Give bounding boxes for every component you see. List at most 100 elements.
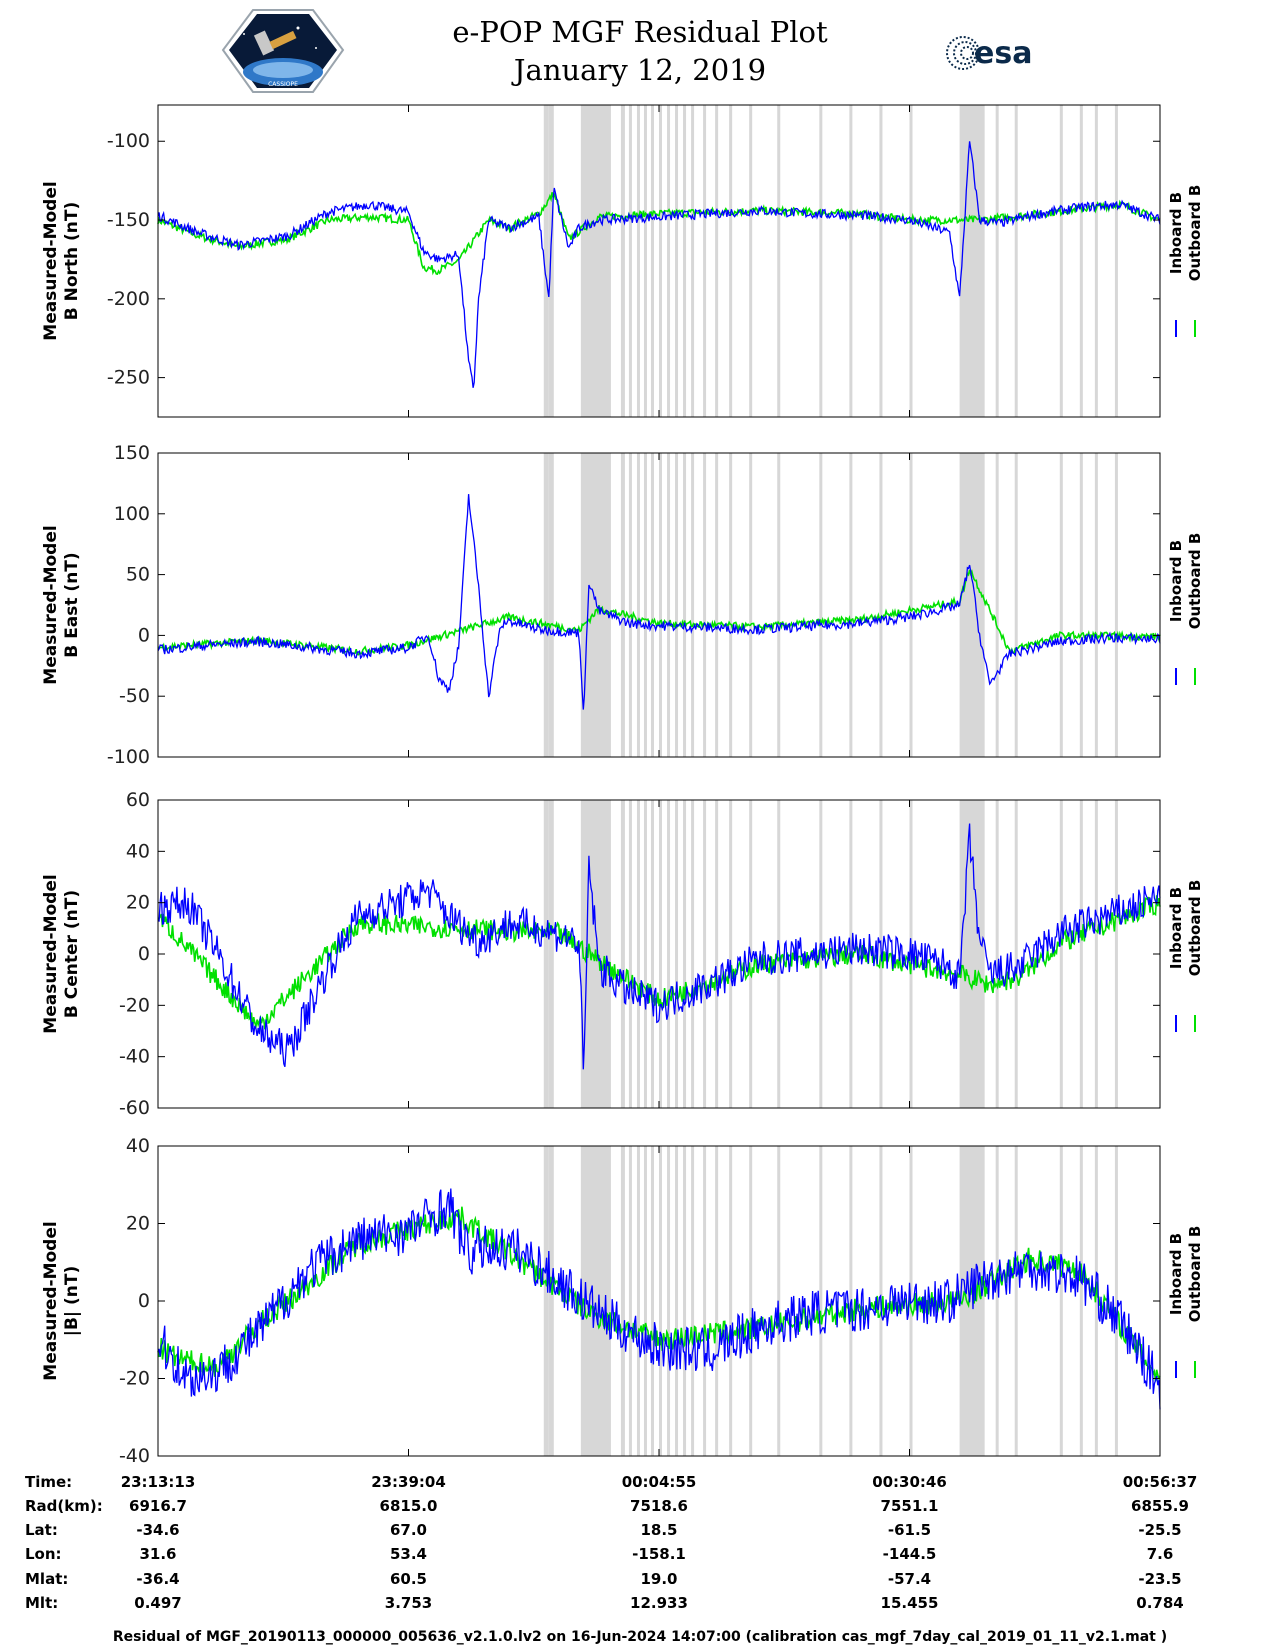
gap-band	[819, 453, 823, 757]
gap-band	[683, 453, 687, 757]
table-cell: -25.5	[1138, 1521, 1181, 1539]
gap-band	[729, 1146, 733, 1456]
esa-logo: esa	[946, 36, 1032, 71]
y-tick-label: 150	[114, 442, 150, 464]
gap-band	[749, 453, 753, 757]
legend-inboard-label: Inboard B	[1167, 192, 1185, 274]
footer-caption: Residual of MGF_20190113_000000_005636_v…	[113, 1629, 1167, 1645]
table-cell: 3.753	[385, 1594, 432, 1612]
table-cell: 6855.9	[1131, 1497, 1189, 1515]
gap-band	[650, 1146, 654, 1456]
gap-band	[659, 105, 663, 417]
table-cell: -144.5	[883, 1545, 937, 1563]
table-row-label: Lat:	[25, 1521, 58, 1539]
panel-2: 150 100 50 0 -50 -100 Measured-Model B East (nT…	[41, 442, 1204, 768]
y-tick-label: -20	[119, 1368, 150, 1390]
table-cell: 7551.1	[881, 1497, 939, 1515]
y-tick-label: -40	[119, 1046, 150, 1068]
gap-band	[995, 105, 999, 417]
panel-1: -100 -150 -200 -250 Measured-Model B North (n…	[41, 104, 1204, 418]
panel-3: 60 40 20 0 -20 -40 -60 Measured-Model B Center (…	[41, 789, 1204, 1119]
gap-band	[777, 105, 781, 417]
gap-band	[909, 105, 913, 417]
gap-band	[636, 1146, 640, 1456]
gap-band	[659, 453, 663, 757]
gap-band	[683, 800, 687, 1108]
gap-band	[675, 453, 679, 757]
y-tick-label: 50	[126, 564, 150, 586]
gap-band	[691, 105, 695, 417]
gap-band	[729, 105, 733, 417]
table-cell: 0.497	[134, 1594, 181, 1612]
table-cell: 12.933	[630, 1594, 688, 1612]
table-row-label: Time:	[25, 1473, 72, 1491]
y-axis-label: B East (nT)	[62, 552, 82, 657]
gap-band	[1059, 105, 1063, 417]
legend-outboard-label: Outboard B	[1186, 185, 1204, 282]
title-line-1: e-POP MGF Residual Plot	[452, 15, 828, 49]
x-tick-time-label: 23:39:04	[371, 1473, 446, 1491]
gap-band	[819, 1146, 823, 1456]
svg-text:CASSIOPE: CASSIOPE	[268, 81, 298, 88]
table-cell: 60.5	[390, 1570, 427, 1588]
gap-band	[667, 1146, 671, 1456]
gap-band	[620, 453, 625, 757]
gap-band	[703, 105, 707, 417]
series-inboard-line	[157, 1188, 1161, 1410]
gap-band	[715, 105, 719, 417]
gap-band	[675, 105, 679, 417]
gap-band	[691, 1146, 695, 1456]
y-tick-label: 0	[138, 624, 150, 646]
y-tick-label: -60	[119, 1097, 150, 1119]
table-cell: 18.5	[640, 1521, 677, 1539]
legend-outboard-label: Outboard B	[1186, 1226, 1204, 1323]
gap-band	[777, 453, 781, 757]
gap-band	[729, 453, 733, 757]
y-tick-label: -100	[107, 746, 150, 768]
gap-band	[628, 1146, 632, 1456]
gap-band	[683, 1146, 687, 1456]
series-outboard-line	[157, 1206, 1161, 1382]
table-row-label: Rad(km):	[25, 1497, 103, 1515]
x-tick-time-label: 00:30:46	[872, 1473, 947, 1491]
y-tick-label: -200	[107, 288, 150, 310]
table-cell: 67.0	[390, 1521, 427, 1539]
gap-band	[636, 800, 640, 1108]
gap-band	[703, 1146, 707, 1456]
gap-band	[1079, 800, 1083, 1108]
gap-band	[543, 105, 549, 417]
gap-band	[675, 1146, 679, 1456]
gap-band	[650, 105, 654, 417]
y-tick-label: -150	[107, 209, 150, 231]
y-axis-label: Measured-Model	[41, 525, 61, 684]
table-cell: 6916.7	[129, 1497, 187, 1515]
title-line-2: January 12, 2019	[511, 53, 766, 87]
table-cell: -61.5	[888, 1521, 931, 1539]
table-cell: 31.6	[139, 1545, 176, 1563]
gap-band	[819, 105, 823, 417]
gap-band	[729, 800, 733, 1108]
x-tick-time-label: 23:13:13	[121, 1473, 196, 1491]
gap-band	[849, 453, 853, 757]
table-row-label: Mlat:	[25, 1570, 68, 1588]
table-cell: 6815.0	[380, 1497, 438, 1515]
y-axis-label: B Center (nT)	[62, 890, 82, 1018]
gap-band	[1094, 105, 1098, 417]
gap-band	[667, 105, 671, 417]
table-cell: -57.4	[888, 1570, 931, 1588]
gap-band	[1114, 800, 1118, 1108]
panel-4: 40 20 0 -20 -40 Measured-Model |B| (nT) Inboard…	[41, 1135, 1204, 1467]
legend-outboard-label: Outboard B	[1186, 880, 1204, 977]
cassiope-logo: CASSIOPE	[221, 9, 345, 93]
x-tick-time-label: 00:56:37	[1123, 1473, 1198, 1491]
gap-band	[1094, 1146, 1098, 1456]
gap-band	[580, 453, 611, 757]
gap-band	[1094, 453, 1098, 757]
y-tick-label: 40	[126, 1135, 150, 1157]
gap-band	[849, 105, 853, 417]
gap-band	[691, 800, 695, 1108]
table-cell: 15.455	[881, 1594, 939, 1612]
y-tick-label: 60	[126, 789, 150, 811]
series-outboard-line	[157, 895, 1161, 1030]
gap-band	[643, 105, 647, 417]
